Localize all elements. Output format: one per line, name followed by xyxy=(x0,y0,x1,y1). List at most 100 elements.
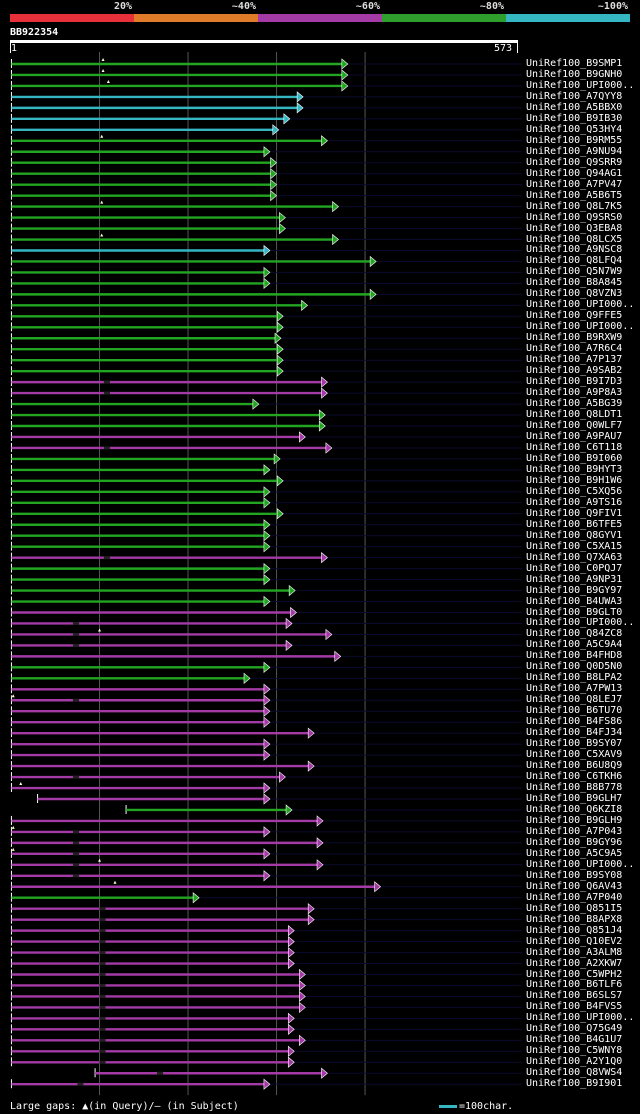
hit-label[interactable]: UniRef100_UPI000.. xyxy=(526,617,635,629)
hit-arrow xyxy=(321,376,328,388)
hit-label[interactable]: UniRef100_A9NSC8 xyxy=(526,244,623,256)
hit-label[interactable]: UniRef100_A7P043 xyxy=(526,825,623,837)
hit-label[interactable]: UniRef100_B6SLS7 xyxy=(526,990,623,1002)
hit-label[interactable]: UniRef100_A2XKW7 xyxy=(526,957,623,969)
hit-arrow xyxy=(332,200,339,213)
hit-label[interactable]: UniRef100_B9HYT3 xyxy=(526,463,623,475)
hit-label[interactable]: UniRef100_B8B778 xyxy=(526,782,623,794)
hit-label[interactable]: UniRef100_A5B6T5 xyxy=(526,189,623,201)
hit-label[interactable]: UniRef100_A2Y1Q0 xyxy=(526,1056,623,1068)
hit-label[interactable]: UniRef100_B9I7D3 xyxy=(526,376,623,388)
hit-label[interactable]: UniRef100_B6TFE5 xyxy=(526,518,623,530)
hit-label[interactable]: UniRef100_B9I060 xyxy=(526,452,623,464)
hit-label[interactable]: UniRef100_B9SMP1 xyxy=(526,58,623,69)
hit-label[interactable]: UniRef100_A5BBX0 xyxy=(526,101,623,113)
hit-arrow xyxy=(318,409,326,421)
hit-label[interactable]: UniRef100_A5C9A5 xyxy=(526,847,623,859)
hit-label[interactable]: UniRef100_Q9FFE5 xyxy=(526,310,623,322)
hit-label[interactable]: UniRef100_B6TLF6 xyxy=(526,979,623,991)
hit-label[interactable]: UniRef100_Q851I5 xyxy=(526,902,623,914)
hit-label[interactable]: UniRef100_UPI000.. xyxy=(526,299,635,311)
hit-label[interactable]: UniRef100_B9SY08 xyxy=(526,869,623,881)
hit-label[interactable]: UniRef100_Q851J4 xyxy=(526,924,623,936)
hit-label[interactable]: UniRef100_C6TKH6 xyxy=(526,771,623,783)
hit-label[interactable]: UniRef100_C5XA15 xyxy=(526,540,623,552)
hit-label[interactable]: UniRef100_A9P8A3 xyxy=(526,387,623,399)
hit-label[interactable]: UniRef100_C5WPH2 xyxy=(526,968,623,980)
hit-arrow xyxy=(332,233,339,246)
hit-label[interactable]: UniRef100_B9I901 xyxy=(526,1078,623,1090)
hit-label[interactable]: UniRef100_A7P040 xyxy=(526,891,623,903)
hit-label[interactable]: UniRef100_A5BG39 xyxy=(526,398,623,410)
hit-label[interactable]: UniRef100_B9GLT0 xyxy=(526,606,623,618)
hit-label[interactable]: UniRef100_Q8LCX5 xyxy=(526,233,623,245)
hit-label[interactable]: UniRef100_A3ALM8 xyxy=(526,946,623,958)
hit-label[interactable]: UniRef100_B9GLH7 xyxy=(526,792,623,804)
hit-label[interactable]: UniRef100_UPI000.. xyxy=(526,1012,635,1024)
legend-label: ~100% xyxy=(597,1,628,12)
hit-label[interactable]: UniRef100_Q3EBA8 xyxy=(526,222,623,234)
hit-label[interactable]: UniRef100_A7QYY8 xyxy=(526,90,623,102)
hit-label[interactable]: UniRef100_B4FHD8 xyxy=(526,650,623,662)
hit-label[interactable]: UniRef100_B6U8Q9 xyxy=(526,760,623,772)
hit-label[interactable]: UniRef100_Q0D5N0 xyxy=(526,661,623,673)
hit-label[interactable]: UniRef100_A5C9A4 xyxy=(526,639,623,651)
hit-label[interactable]: UniRef100_A7PW13 xyxy=(526,683,623,695)
hit-label[interactable]: UniRef100_C0PQJ7 xyxy=(526,562,623,574)
hit-label[interactable]: UniRef100_C5XQ56 xyxy=(526,485,623,497)
hit-label[interactable]: UniRef100_Q84ZC8 xyxy=(526,628,623,640)
hit-label[interactable]: UniRef100_Q8LFQ4 xyxy=(526,255,623,267)
hit-label[interactable]: UniRef100_Q8GYV1 xyxy=(526,529,623,541)
hit-label[interactable]: UniRef100_Q9FIV1 xyxy=(526,507,623,519)
hit-label[interactable]: UniRef100_Q8LDT1 xyxy=(526,409,623,421)
hit-label[interactable]: UniRef100_Q75G49 xyxy=(526,1023,623,1035)
hit-label[interactable]: UniRef100_Q5N7W9 xyxy=(526,266,623,278)
hit-label[interactable]: UniRef100_Q8VWS4 xyxy=(526,1067,623,1079)
hit-arrow xyxy=(341,69,349,81)
hit-label[interactable]: UniRef100_Q10EV2 xyxy=(526,935,623,947)
hit-label[interactable]: UniRef100_B9GY97 xyxy=(526,584,623,596)
hit-label[interactable]: UniRef100_Q8LEJ7 xyxy=(526,694,623,706)
hit-label[interactable]: UniRef100_Q53HY4 xyxy=(526,123,623,135)
hit-label[interactable]: UniRef100_UPI000.. xyxy=(526,858,635,870)
hit-label[interactable]: UniRef100_B4UWA3 xyxy=(526,595,623,607)
hit-label[interactable]: UniRef100_B9RM55 xyxy=(526,134,623,146)
hit-label[interactable]: UniRef100_Q6AV43 xyxy=(526,880,623,892)
hit-label[interactable]: UniRef100_C5XAV9 xyxy=(526,749,623,761)
hit-label[interactable]: UniRef100_B9SY07 xyxy=(526,738,623,750)
hit-label[interactable]: UniRef100_B9GLH9 xyxy=(526,814,623,826)
hit-label[interactable]: UniRef100_B4FVS5 xyxy=(526,1001,623,1013)
hit-label[interactable]: UniRef100_A9NP31 xyxy=(526,573,623,585)
hit-label[interactable]: UniRef100_B9GY96 xyxy=(526,836,623,848)
hit-label[interactable]: UniRef100_B4FS86 xyxy=(526,716,623,728)
hit-label[interactable]: UniRef100_Q0WLF7 xyxy=(526,420,623,431)
hit-label[interactable]: UniRef100_A7P137 xyxy=(526,354,623,366)
hit-label[interactable]: UniRef100_A9PAU7 xyxy=(526,430,623,442)
hit-label[interactable]: UniRef100_UPI000.. xyxy=(526,79,635,91)
hit-label[interactable]: UniRef100_B8APX8 xyxy=(526,913,623,925)
hit-label[interactable]: UniRef100_Q6KZI8 xyxy=(526,803,623,815)
hit-label[interactable]: UniRef100_B9IB30 xyxy=(526,112,623,124)
hit-label[interactable]: UniRef100_Q8L7K5 xyxy=(526,200,623,212)
hit-label[interactable]: UniRef100_B9GNH0 xyxy=(526,68,623,80)
hit-label[interactable]: UniRef100_A7PV47 xyxy=(526,178,623,190)
hit-label[interactable]: UniRef100_Q9SRS0 xyxy=(526,211,623,223)
hit-label[interactable]: UniRef100_B6TU70 xyxy=(526,705,623,717)
hit-label[interactable]: UniRef100_B8A845 xyxy=(526,277,623,289)
hit-label[interactable]: UniRef100_B9RXW9 xyxy=(526,332,623,344)
hit-label[interactable]: UniRef100_Q94AG1 xyxy=(526,167,623,179)
hit-label[interactable]: UniRef100_Q8VZN3 xyxy=(526,288,623,300)
hit-label[interactable]: UniRef100_A7R6C4 xyxy=(526,343,623,355)
hit-label[interactable]: UniRef100_A9NU94 xyxy=(526,145,623,157)
hit-label[interactable]: UniRef100_C6T118 xyxy=(526,441,623,453)
hit-label[interactable]: UniRef100_B4FJ34 xyxy=(526,727,623,739)
hit-label[interactable]: UniRef100_UPI000.. xyxy=(526,321,635,333)
hit-label[interactable]: UniRef100_C5WNY8 xyxy=(526,1045,623,1057)
hit-label[interactable]: UniRef100_B4G1U7 xyxy=(526,1034,623,1046)
hit-label[interactable]: UniRef100_B9H1W6 xyxy=(526,474,623,486)
hit-label[interactable]: UniRef100_A9SAB2 xyxy=(526,365,623,377)
hit-label[interactable]: UniRef100_Q9SRR9 xyxy=(526,156,623,168)
hit-label[interactable]: UniRef100_Q7XA63 xyxy=(526,551,623,563)
hit-label[interactable]: UniRef100_B8LPA2 xyxy=(526,672,623,684)
hit-label[interactable]: UniRef100_A9TS16 xyxy=(526,496,623,508)
